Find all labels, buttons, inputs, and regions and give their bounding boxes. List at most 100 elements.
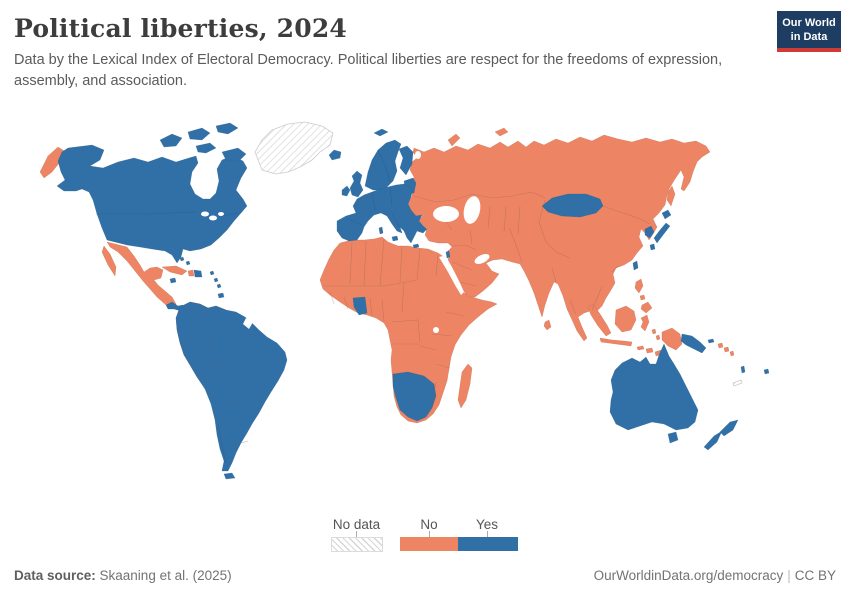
map-region-lesser-sunda-1[interactable] [636, 345, 645, 351]
map-region-solomons-3[interactable] [729, 350, 735, 357]
map-region-philippines-visayas[interactable] [639, 294, 646, 301]
footer-license-link[interactable]: CC BY [794, 568, 836, 583]
map-region-jamaica[interactable] [169, 277, 177, 284]
owid-logo-accent-bar [777, 48, 841, 52]
map-region-finland[interactable] [398, 145, 414, 176]
map-region-antilles-3[interactable] [216, 283, 222, 289]
map-region-sicily[interactable] [391, 235, 399, 242]
footer-data-source: Data source: Skaaning et al. (2025) [14, 568, 232, 583]
legend-tick-no [429, 531, 430, 537]
map-region-greenland[interactable] [254, 121, 334, 175]
map-region-lesser-sunda-2[interactable] [645, 347, 654, 354]
map-region-severnaya[interactable] [494, 127, 509, 137]
map-region-ghana[interactable] [352, 296, 368, 316]
map-region-nz-south-island[interactable] [703, 430, 723, 451]
map-region-moluccas-2[interactable] [655, 334, 661, 341]
map-region-taiwan[interactable] [632, 260, 639, 271]
map-region-solomons-1[interactable] [717, 342, 724, 349]
map-regions-nodata [254, 121, 743, 387]
map-region-dominican-republic[interactable] [193, 269, 203, 278]
map-region-cuba[interactable] [161, 265, 188, 276]
page-subtitle: Data by the Lexical Index of Electoral D… [14, 52, 723, 90]
map-region-north-america[interactable] [56, 144, 248, 264]
legend-label-yes: Yes [475, 517, 499, 532]
legend-tick-yes [487, 531, 488, 537]
map-region-novaya-zemlya[interactable] [447, 133, 461, 147]
map-region-united-kingdom[interactable] [349, 170, 364, 198]
map-region-south-korea[interactable] [644, 225, 655, 239]
legend-swatch-yes[interactable] [458, 537, 518, 551]
map-region-philippines-mindanao[interactable] [640, 301, 653, 314]
owid-logo-line1: Our World [782, 17, 836, 29]
great-lake-2 [209, 215, 217, 221]
map-region-west-papua[interactable] [661, 327, 683, 351]
map-region-new-caledonia[interactable] [732, 379, 743, 387]
map-region-papua-new-guinea[interactable] [680, 333, 707, 354]
map-region-sardinia[interactable] [378, 226, 384, 235]
white-sea [415, 151, 421, 159]
map-region-moluccas-1[interactable] [651, 328, 657, 335]
great-lake-3 [218, 212, 224, 216]
map-region-baffin[interactable] [221, 147, 247, 163]
page-title: Political liberties, 2024 [14, 14, 348, 43]
map-water-overlays [201, 151, 490, 333]
legend-label-no: No [420, 517, 438, 532]
map-region-new-britain[interactable] [707, 338, 715, 344]
map-region-bahamas-1[interactable] [179, 256, 185, 262]
owid-logo[interactable]: Our World in Data [777, 11, 841, 52]
map-region-mongolia[interactable] [541, 193, 604, 218]
caspian-sea [463, 196, 481, 224]
map-region-svalbard[interactable] [373, 128, 389, 137]
map-region-honshu[interactable] [653, 222, 671, 244]
map-region-arctic-island-2[interactable] [187, 127, 211, 141]
black-sea [433, 206, 459, 222]
map-region-sumatra[interactable] [587, 303, 612, 337]
map-region-eurasia[interactable] [407, 134, 711, 342]
map-region-bahamas-2[interactable] [185, 260, 191, 266]
map-region-mexico-central-america[interactable] [106, 241, 177, 310]
map-region-arctic-island-4[interactable] [195, 142, 217, 154]
map-region-scandinavia[interactable] [364, 139, 402, 191]
map-region-australia[interactable] [609, 343, 699, 431]
footer-data-source-prefix: Data source: [14, 568, 96, 583]
map-region-south-america[interactable] [175, 301, 288, 472]
map-region-tierra-del-fuego[interactable] [223, 472, 236, 480]
map-region-antilles-2[interactable] [213, 277, 219, 283]
map-region-philippines-luzon[interactable] [634, 278, 644, 294]
map-region-haiti[interactable] [187, 269, 195, 277]
map-region-java[interactable] [599, 337, 633, 347]
map-region-iceland[interactable] [328, 149, 342, 161]
map-region-baja-california[interactable] [101, 245, 117, 277]
map-region-ireland[interactable] [341, 185, 351, 197]
map-region-kyushu[interactable] [649, 243, 656, 251]
map-region-trinidad[interactable] [217, 292, 225, 299]
map-region-israel[interactable] [445, 250, 451, 259]
map-region-arctic-island-3[interactable] [215, 122, 239, 135]
map-region-madagascar[interactable] [457, 363, 473, 409]
map-region-fiji[interactable] [763, 368, 770, 375]
map-region-sulawesi[interactable] [640, 314, 650, 332]
legend-swatch-no[interactable] [400, 537, 458, 551]
map-region-hokkaido[interactable] [661, 209, 672, 220]
map-region-sri-lanka[interactable] [543, 319, 552, 331]
map-region-crete[interactable] [412, 243, 420, 249]
map-region-sakhalin[interactable] [666, 185, 676, 207]
map-borders [96, 149, 651, 464]
map-region-borneo[interactable] [614, 305, 637, 333]
owid-logo-box: Our World in Data [777, 11, 841, 48]
map-region-antilles-1[interactable] [209, 270, 215, 276]
map-region-vanuatu[interactable] [740, 365, 746, 374]
map-region-arctic-island-1[interactable] [159, 133, 183, 148]
great-lake-1 [201, 211, 209, 217]
map-region-nz-north-island[interactable] [719, 419, 739, 437]
footer-data-source-text: Skaaning et al. (2025) [95, 568, 232, 583]
persian-gulf [474, 254, 490, 264]
legend-swatch-no-data[interactable] [331, 537, 383, 552]
map-region-southern-africa[interactable] [392, 371, 437, 422]
legend-label-no-data: No data [332, 517, 381, 532]
map-region-tasmania[interactable] [667, 431, 679, 444]
footer-url-link[interactable]: OurWorldinData.org/democracy [593, 568, 784, 583]
map-region-solomons-2[interactable] [723, 346, 730, 353]
map-region-europe-mainland[interactable] [336, 183, 428, 244]
